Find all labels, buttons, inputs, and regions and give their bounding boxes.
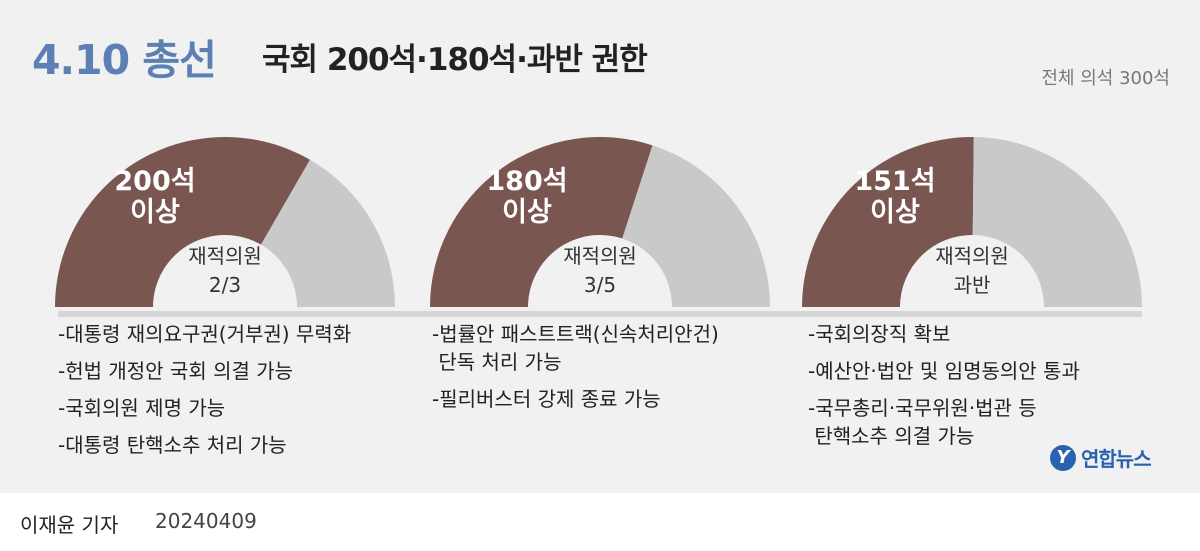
power-item: -대통령 재의요구권(거부권) 무력화 bbox=[58, 322, 352, 346]
yonhap-logo-text: 연합뉴스 bbox=[1081, 447, 1152, 471]
power-item: -국무총리·국무위원·법관 등 bbox=[808, 396, 1037, 420]
reporter-credit: 이재윤 기자 bbox=[20, 513, 119, 537]
power-item: -법률안 패스트트랙(신속처리안건) bbox=[432, 322, 719, 346]
power-item: -헌법 개정안 국회 의결 가능 bbox=[58, 359, 294, 383]
power-item: -국회의원 제명 가능 bbox=[58, 396, 226, 420]
title-main: 국회 200석·180석·과반 권한 bbox=[262, 42, 648, 78]
title-highlight: 4.10 총선 bbox=[32, 36, 217, 84]
powers-list-200: -대통령 재의요구권(거부권) 무력화 -헌법 개정안 국회 의결 가능 -국회… bbox=[58, 320, 351, 468]
credit-date: 20240409 bbox=[155, 509, 257, 533]
yonhap-logo: Y 연합뉴스 bbox=[1050, 443, 1152, 472]
yonhap-logo-icon: Y bbox=[1050, 444, 1076, 471]
power-item: -예산안·법안 및 임명동의안 통과 bbox=[808, 359, 1080, 383]
powers-list-180: -법률안 패스트트랙(신속처리안건) 단독 처리 가능 -필리버스터 강제 종료… bbox=[432, 320, 719, 422]
total-seats-note: 전체 의석 300석 bbox=[1041, 68, 1170, 89]
power-item: 단독 처리 가능 bbox=[432, 350, 562, 374]
section-divider bbox=[58, 311, 1142, 317]
powers-list-151: -국회의장직 확보 -예산안·법안 및 임명동의안 통과 -국무총리·국무위원·… bbox=[808, 320, 1080, 459]
power-item: -필리버스터 강제 종료 가능 bbox=[432, 387, 661, 411]
power-item: -국회의장직 확보 bbox=[808, 322, 951, 346]
power-item: -대통령 탄핵소추 처리 가능 bbox=[58, 433, 287, 457]
power-item: 탄핵소추 의결 가능 bbox=[808, 424, 975, 448]
